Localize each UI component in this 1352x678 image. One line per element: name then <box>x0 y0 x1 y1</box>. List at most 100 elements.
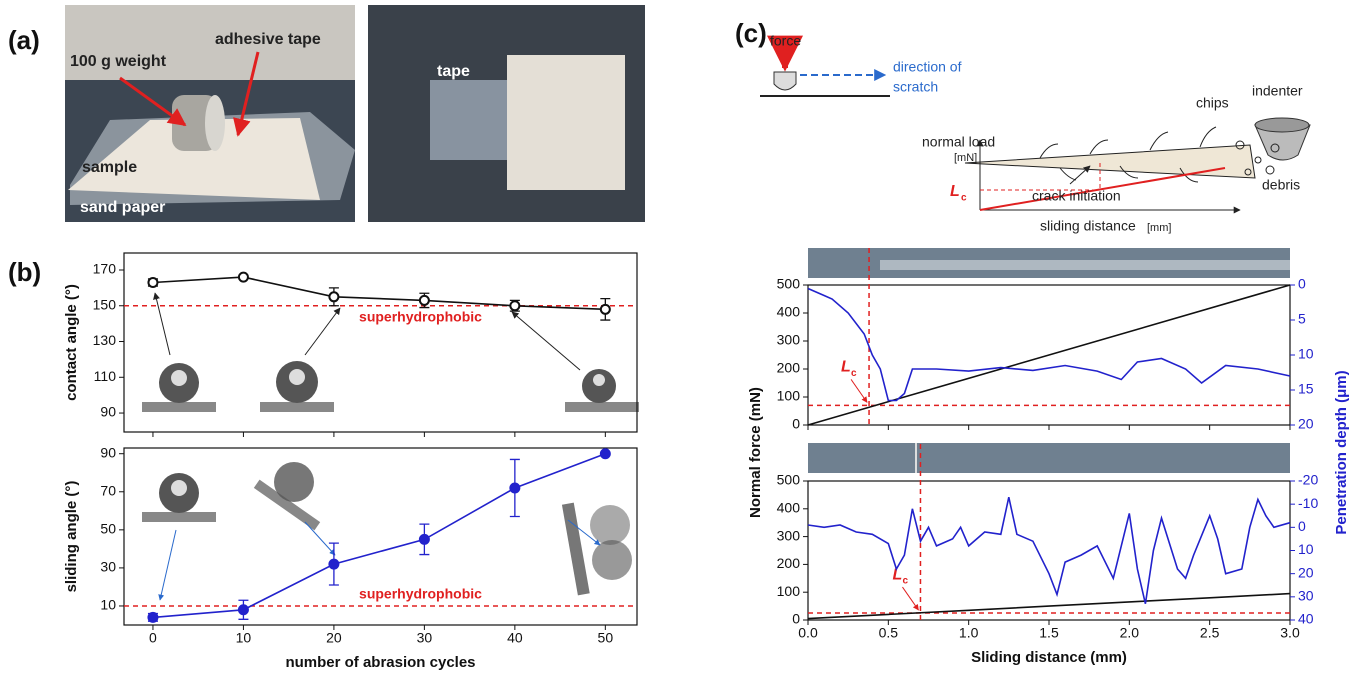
page: {"panels": ["(a)", "(b)", "(c)"], "photo… <box>0 0 1352 678</box>
schematic-label: force <box>770 33 801 49</box>
threshold-label: superhydrophobic <box>359 308 482 324</box>
schematic-label: chips <box>1196 95 1229 111</box>
y2-tick-label: 15 <box>1298 381 1314 397</box>
x-tick-label: 1.0 <box>959 625 979 641</box>
y-tick-label: 500 <box>777 472 801 488</box>
droplet-insets <box>142 293 639 600</box>
y-tick-label: 90 <box>100 404 116 420</box>
data-point <box>601 449 610 458</box>
y-tick-label: 0 <box>792 611 800 627</box>
x-tick-label: 0.0 <box>798 625 818 641</box>
y-tick-label: 50 <box>100 521 116 537</box>
schematic-label: indenter <box>1252 83 1303 99</box>
series-line <box>808 285 1290 425</box>
data-point <box>148 613 157 622</box>
critical-label: L <box>841 359 851 376</box>
y2-axis-label: Penetration depth (μm) <box>1333 370 1350 534</box>
y2-tick-label: 10 <box>1298 346 1314 362</box>
threshold-label: superhydrophobic <box>359 586 482 602</box>
panel-label: (b) <box>8 257 41 287</box>
data-point <box>239 605 248 614</box>
x-tick-label: 0 <box>149 630 157 646</box>
x-axis-label: number of abrasion cycles <box>285 654 475 671</box>
y-tick-label: 70 <box>100 482 116 498</box>
schematic-label: debris <box>1262 177 1300 193</box>
y2-tick-label: 10 <box>1298 541 1314 557</box>
x-tick-label: 20 <box>326 630 342 646</box>
photo-left: 100 g weight adhesive tape sample sand p… <box>65 5 355 222</box>
data-point <box>510 483 519 492</box>
x-tick-label: 3.0 <box>1280 625 1300 641</box>
photo-label: 100 g weight <box>70 53 167 70</box>
y-tick-label: 90 <box>100 444 116 460</box>
y-tick-label: 130 <box>93 332 117 348</box>
y-tick-label: 300 <box>777 332 801 348</box>
panel-label: (a) <box>8 25 40 55</box>
y2-tick-label: 40 <box>1298 611 1314 627</box>
plot-frame <box>808 481 1290 620</box>
data-point <box>239 273 248 282</box>
y-axis-label: sliding angle (°) <box>63 481 80 593</box>
data-point <box>329 560 338 569</box>
schematic-label: normal load <box>922 134 995 150</box>
y2-tick-label: 20 <box>1298 564 1314 580</box>
y-tick-label: 100 <box>777 388 801 404</box>
schematic-label: c <box>961 193 967 204</box>
y2-tick-label: 0 <box>1298 276 1306 292</box>
x-tick-label: 10 <box>236 630 252 646</box>
x-tick-label: 2.5 <box>1200 625 1220 641</box>
y2-tick-label: 20 <box>1298 416 1314 432</box>
photo-right: tape <box>368 5 645 222</box>
critical-arrow <box>851 379 867 402</box>
schematic-label: crack initiation <box>1032 188 1121 204</box>
data-point <box>510 301 519 310</box>
y2-tick-label: 30 <box>1298 588 1314 604</box>
data-point <box>329 292 338 301</box>
y-tick-label: 300 <box>777 527 801 543</box>
x-tick-label: 50 <box>598 630 614 646</box>
photo-label: sand paper <box>80 199 165 216</box>
y-tick-label: 110 <box>94 368 117 384</box>
y-tick-label: 10 <box>100 597 116 613</box>
x-axis-label: Sliding distance (mm) <box>971 649 1127 666</box>
data-point <box>420 296 429 305</box>
y-tick-label: 400 <box>777 500 801 516</box>
x-tick-label: 40 <box>507 630 523 646</box>
critical-label: c <box>902 576 908 587</box>
data-point <box>420 535 429 544</box>
x-tick-label: 1.5 <box>1039 625 1059 641</box>
schematic-label: [mN] <box>954 152 977 164</box>
micrograph-strip <box>808 443 1290 473</box>
y-axis-label: contact angle (°) <box>63 284 80 401</box>
y2-tick-label: 5 <box>1298 311 1306 327</box>
schematic-label: [mm] <box>1147 222 1171 234</box>
photo-label: sample <box>82 159 137 176</box>
y-axis-label: Normal force (mN) <box>747 387 764 518</box>
y-tick-label: 170 <box>93 261 117 277</box>
y-tick-label: 200 <box>777 360 801 376</box>
y-tick-label: 100 <box>777 583 801 599</box>
critical-arrow <box>902 587 918 610</box>
y-tick-label: 30 <box>100 559 116 575</box>
y2-tick-label: 0 <box>1298 518 1306 534</box>
schematic-label: L <box>950 183 960 200</box>
photo-label: adhesive tape <box>215 31 321 48</box>
series-line <box>808 497 1290 604</box>
figure: (a) (b) (c) 100 g weight adhesive tape s… <box>0 0 1352 673</box>
y2-tick-label: -10 <box>1298 495 1318 511</box>
y2-tick-label: -20 <box>1298 472 1318 488</box>
data-point <box>601 305 610 314</box>
photo-label: tape <box>437 63 470 80</box>
x-tick-label: 0.5 <box>879 625 899 641</box>
x-tick-label: 30 <box>417 630 433 646</box>
micrograph-strip <box>880 260 1290 270</box>
critical-label: c <box>851 368 857 379</box>
series-line <box>808 594 1290 619</box>
x-tick-label: 2.0 <box>1120 625 1140 641</box>
schematic-label: scratch <box>893 79 938 95</box>
y-tick-label: 0 <box>792 416 800 432</box>
y-tick-label: 500 <box>777 276 801 292</box>
y-tick-label: 400 <box>777 304 801 320</box>
schematic-label: direction of <box>893 59 962 75</box>
y-tick-label: 200 <box>777 555 801 571</box>
